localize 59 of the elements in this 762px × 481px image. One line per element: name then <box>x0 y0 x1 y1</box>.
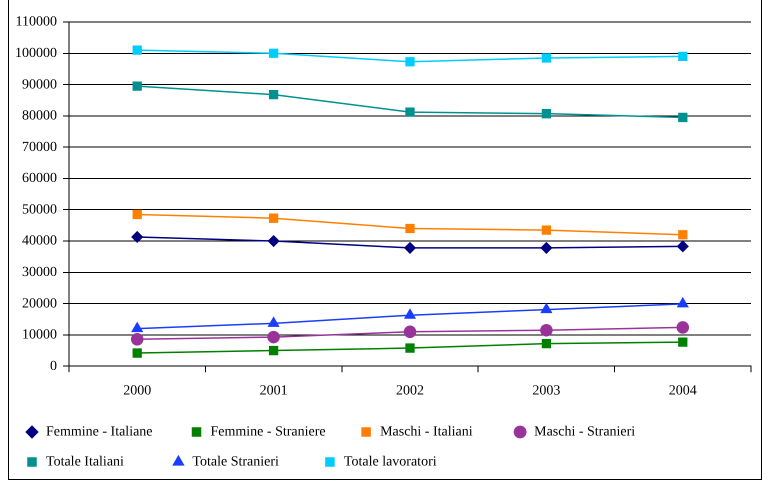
point <box>405 224 415 234</box>
legend-label: Maschi - Italiani <box>380 424 498 440</box>
y-tick-label: 10000 <box>22 328 57 343</box>
point <box>132 210 142 220</box>
y-tick-label: 20000 <box>22 296 57 312</box>
point <box>542 53 552 63</box>
point <box>132 322 143 332</box>
point <box>678 52 688 62</box>
y-tick-label: 70000 <box>22 140 57 155</box>
legend-label: Femmine - Straniere <box>210 424 344 440</box>
point <box>540 242 552 254</box>
point <box>677 240 689 252</box>
point <box>130 333 144 346</box>
point <box>268 48 278 58</box>
point <box>404 242 416 254</box>
y-tick-label: 0 <box>50 358 57 374</box>
point <box>678 112 688 122</box>
point <box>678 230 688 240</box>
point <box>540 324 553 336</box>
y-tick-label: 90000 <box>22 77 57 92</box>
point <box>268 214 278 223</box>
x-tick-label: 2004 <box>668 383 697 398</box>
point <box>405 343 415 353</box>
point <box>542 109 552 118</box>
x-tick-label: 2002 <box>396 383 424 398</box>
point <box>132 348 142 358</box>
point <box>268 90 278 100</box>
y-tick-label: 50000 <box>22 202 57 218</box>
point <box>678 337 688 347</box>
x-tick-label: 2001 <box>260 383 288 398</box>
legend-label: Maschi - Stranieri <box>534 424 656 440</box>
legend-label: Totale Stranieri <box>192 454 307 470</box>
legend-label: Totale Italiani <box>46 454 156 470</box>
y-tick-label: 30000 <box>22 265 57 280</box>
point <box>131 231 143 243</box>
legend-label: Femmine - Italiane <box>46 424 174 440</box>
point <box>132 46 142 55</box>
y-tick-label: 40000 <box>22 234 57 249</box>
point <box>267 330 280 344</box>
point <box>268 317 280 327</box>
point <box>404 326 416 338</box>
point <box>542 339 552 348</box>
point <box>405 107 415 117</box>
x-tick-label: 2003 <box>532 383 560 398</box>
y-tick-label: 100000 <box>15 46 57 61</box>
point <box>405 57 415 66</box>
point <box>404 308 416 319</box>
point <box>540 303 552 314</box>
point <box>268 235 280 247</box>
legend-label: Totale lavoratori <box>344 454 462 470</box>
point <box>676 321 690 334</box>
y-tick-label: 80000 <box>22 108 57 124</box>
point <box>132 82 142 91</box>
x-tick-label: 2000 <box>123 383 152 398</box>
point <box>677 298 688 308</box>
y-tick-label: 110000 <box>16 14 57 30</box>
point <box>542 225 552 235</box>
y-tick-label: 60000 <box>22 171 57 186</box>
point <box>268 346 278 356</box>
